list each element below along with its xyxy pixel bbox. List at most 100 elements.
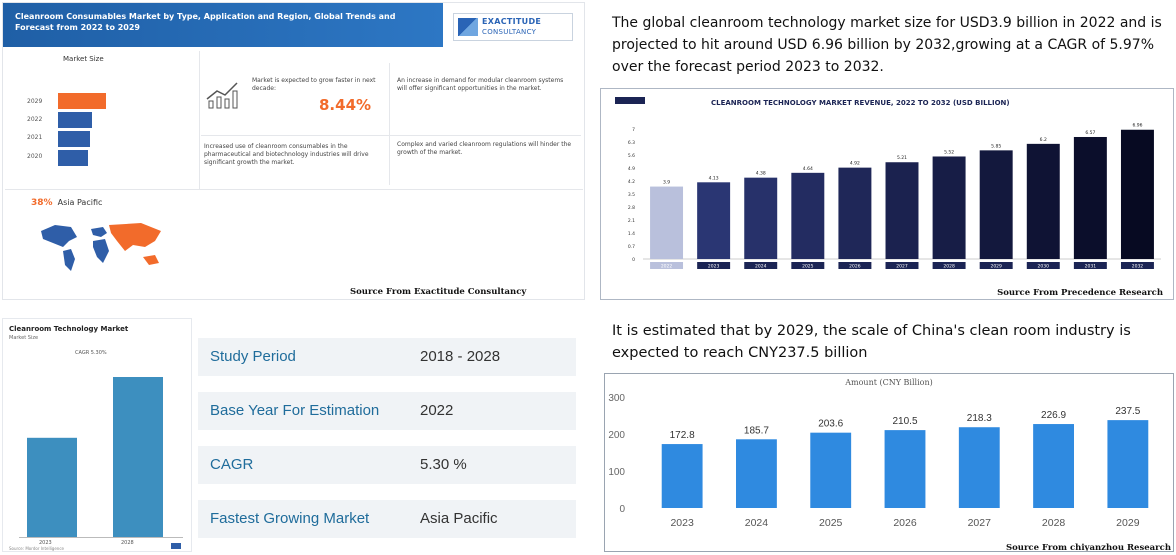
study-row: Study Period 2018 - 2028 <box>198 338 576 376</box>
x-tick-box <box>791 262 825 269</box>
study-row: Base Year For Estimation 2022 <box>198 392 576 430</box>
chart-title: CLEANROOM TECHNOLOGY MARKET REVENUE, 202… <box>711 99 1010 107</box>
data-label: 237.5 <box>1115 406 1140 417</box>
bar <box>650 186 684 259</box>
y-tick-label: 0 <box>632 257 635 263</box>
data-label: 203.6 <box>818 419 843 430</box>
x-tick-box <box>932 262 966 269</box>
bar <box>791 172 825 259</box>
data-label: 5.21 <box>897 155 907 161</box>
year-label-3: 2020 <box>27 153 43 160</box>
row-key: CAGR <box>210 456 254 473</box>
infographic-title: Cleanroom Consumables Market by Type, Ap… <box>15 12 396 32</box>
data-label: 6.96 <box>1132 123 1142 129</box>
infographic-panel: Cleanroom Consumables Market by Type, Ap… <box>2 2 585 300</box>
y-tick-label: 5.6 <box>628 153 635 159</box>
bar <box>884 430 926 508</box>
study-summary-panel: Cleanroom Technology Market Market Size … <box>2 318 585 552</box>
x-tick-label: 2029 <box>1116 517 1140 529</box>
x-tick-label: 2023 <box>708 264 720 270</box>
region-share: 38% Asia Pacific <box>31 198 102 208</box>
world-map <box>41 223 161 271</box>
x-tick-label: 2023 <box>670 517 694 529</box>
bar <box>979 150 1013 259</box>
infographic-header: Cleanroom Consumables Market by Type, Ap… <box>3 3 584 47</box>
year-label-1: 2022 <box>27 116 43 123</box>
cagr-label: CAGR 5.30% <box>75 350 107 356</box>
bar <box>1033 424 1074 508</box>
y-tick-label: 300 <box>608 393 625 404</box>
y-tick-label: 2.8 <box>628 205 635 211</box>
row-value: Asia Pacific <box>420 510 498 527</box>
mordor-footer: Source: Mordor Intelligence <box>9 546 65 551</box>
bar <box>885 162 919 259</box>
region-percent: 38% <box>31 198 53 208</box>
data-label: 218.3 <box>967 413 992 424</box>
market-size-bar-1 <box>58 112 92 128</box>
bar <box>1107 420 1149 508</box>
exactitude-logo: EXACTITUDE CONSULTANCY <box>453 13 573 41</box>
data-label: 6.2 <box>1040 137 1047 143</box>
data-label: 4.13 <box>709 175 719 181</box>
divider <box>201 135 581 136</box>
data-label: 5.85 <box>991 143 1001 149</box>
bar <box>1120 129 1154 259</box>
y-tick-label: 4.9 <box>628 166 635 172</box>
bar <box>113 377 163 537</box>
x-tick-label: 2032 <box>1132 264 1144 270</box>
y-tick-label: 4.2 <box>628 179 635 185</box>
study-title: Cleanroom Technology Market <box>9 325 129 333</box>
y-tick-label: 7 <box>632 127 635 133</box>
market-size-bar-2 <box>58 131 90 147</box>
x-tick-box <box>979 262 1013 269</box>
x-tick-box <box>650 262 684 269</box>
pharma-text: Increased use of cleanroom consumables i… <box>204 143 369 166</box>
y-tick-label: 100 <box>608 467 625 478</box>
y-tick-label: 3.5 <box>628 192 635 198</box>
divider <box>5 189 583 190</box>
divider <box>199 51 200 189</box>
divider <box>389 63 390 185</box>
market-size-bar-3 <box>58 150 88 166</box>
row-key: Fastest Growing Market <box>210 510 370 527</box>
market-size-bar-0 <box>58 93 106 109</box>
data-label: 4.92 <box>850 161 860 167</box>
source-precedence: Source From Precedence Research <box>997 288 1163 298</box>
market-size-card: Cleanroom Technology Market Market Size … <box>2 318 192 552</box>
year-label-2: 2021 <box>27 134 43 141</box>
bar <box>1026 143 1060 259</box>
x-tick-label: 2027 <box>896 264 908 270</box>
bar <box>1073 136 1107 259</box>
x-tick-label: 2028 <box>1042 517 1066 529</box>
y-tick-label: 0.7 <box>628 244 635 250</box>
modular-text: An increase in demand for modular cleanr… <box>397 77 564 92</box>
source-chiyanzhou: Source From chiyanzhou Research <box>1006 543 1171 551</box>
china-chart: Amount (CNY Billion) 0 100 200 300 172.8 2023 1… <box>608 378 1171 553</box>
chart-title: Amount (CNY Billion) <box>844 378 933 387</box>
x-tick-box <box>744 262 778 269</box>
row-value: 5.30 % <box>420 456 467 473</box>
region-name: Asia Pacific <box>57 198 103 207</box>
row-key: Study Period <box>210 348 296 365</box>
x-tick-label: 2026 <box>849 264 861 270</box>
bar <box>838 167 872 259</box>
mordor-logo <box>171 543 181 549</box>
x-tick-box <box>885 262 919 269</box>
revenue-chart: CLEANROOM TECHNOLOGY MARKET REVENUE, 202… <box>615 97 1163 298</box>
y-tick-label: 6.3 <box>628 140 635 146</box>
china-chart-panel: Amount (CNY Billion) 0 100 200 300 172.8 2023 1… <box>604 373 1174 553</box>
data-label: 226.9 <box>1041 410 1066 421</box>
data-label: 6.57 <box>1085 130 1095 136</box>
x-tick-box <box>697 262 731 269</box>
market-size-label: Market Size <box>63 55 104 63</box>
year-2028: 2028 <box>121 540 134 546</box>
growth-percent: 8.44% <box>319 96 372 114</box>
bar <box>932 156 966 259</box>
x-tick-box <box>1073 262 1107 269</box>
study-subtitle: Market Size <box>9 335 39 341</box>
x-tick-box <box>1026 262 1060 269</box>
year-label-0: 2029 <box>27 98 43 105</box>
market-size-bar-chart <box>27 377 181 549</box>
logo-line1: EXACTITUDE <box>482 17 542 26</box>
study-row: Fastest Growing Market Asia Pacific <box>198 500 576 538</box>
